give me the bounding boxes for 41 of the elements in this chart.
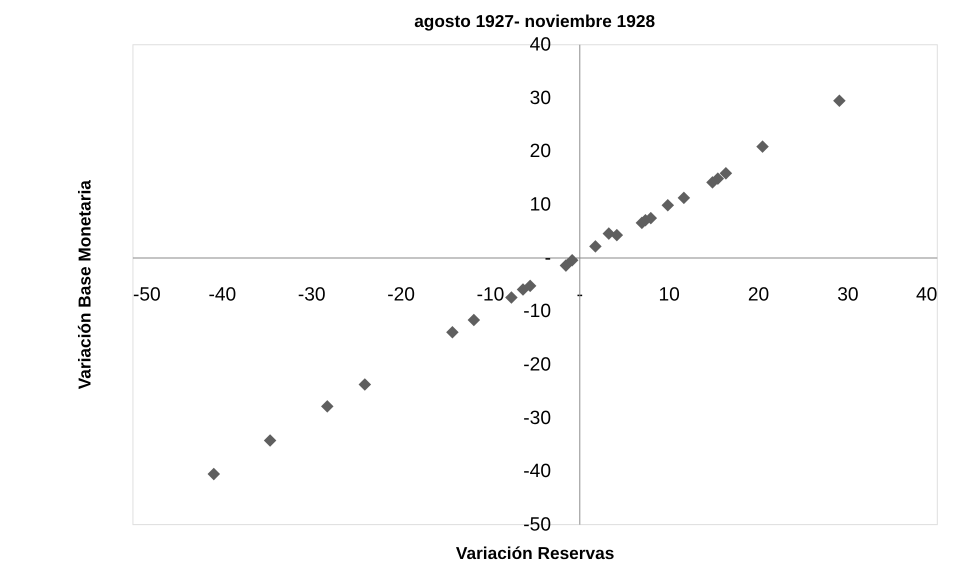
- point: [208, 468, 220, 480]
- x-tick-label: 30: [837, 284, 859, 306]
- point: [524, 280, 536, 292]
- y-tick-label: 40: [530, 34, 551, 56]
- x-axis-title: Variación Reservas: [456, 543, 614, 564]
- point: [516, 283, 530, 296]
- y-tick-label: -30: [523, 408, 551, 429]
- y-axis-title: Variación Base Monetaria: [74, 180, 95, 390]
- x-tick-label: -40: [208, 284, 236, 306]
- y-tick-label: -40: [523, 461, 551, 482]
- chart-title: agosto 1927- noviembre 1928: [414, 10, 656, 31]
- point: [720, 167, 732, 180]
- point: [662, 199, 674, 212]
- point: [610, 228, 624, 242]
- point: [560, 259, 572, 272]
- point: [589, 240, 602, 253]
- y-tick-label: 10: [530, 194, 551, 216]
- point: [756, 140, 769, 153]
- x-tick-label: 40: [916, 284, 938, 306]
- x-tick-label: 10: [658, 284, 680, 306]
- x-tick-label: 20: [748, 284, 770, 306]
- x-tick-label: -10: [476, 284, 504, 306]
- x-tick-label: -20: [387, 284, 415, 306]
- point: [321, 400, 334, 413]
- y-tick-label: 30: [530, 88, 551, 109]
- y-tick-label: -50: [523, 514, 551, 536]
- point: [833, 94, 846, 108]
- point: [505, 291, 518, 304]
- point: [678, 192, 690, 204]
- point: [358, 378, 372, 391]
- x-tick-label: -50: [132, 284, 161, 306]
- x-tick-label: -30: [298, 284, 326, 306]
- y-tick-label: -20: [523, 354, 551, 376]
- y-tick-label: 20: [530, 141, 551, 162]
- point: [566, 254, 578, 266]
- point: [712, 172, 724, 185]
- y-tick-label: -: [544, 248, 551, 269]
- point: [468, 314, 480, 326]
- y-tick-label: -10: [523, 301, 551, 322]
- point: [446, 326, 459, 338]
- point: [264, 434, 276, 447]
